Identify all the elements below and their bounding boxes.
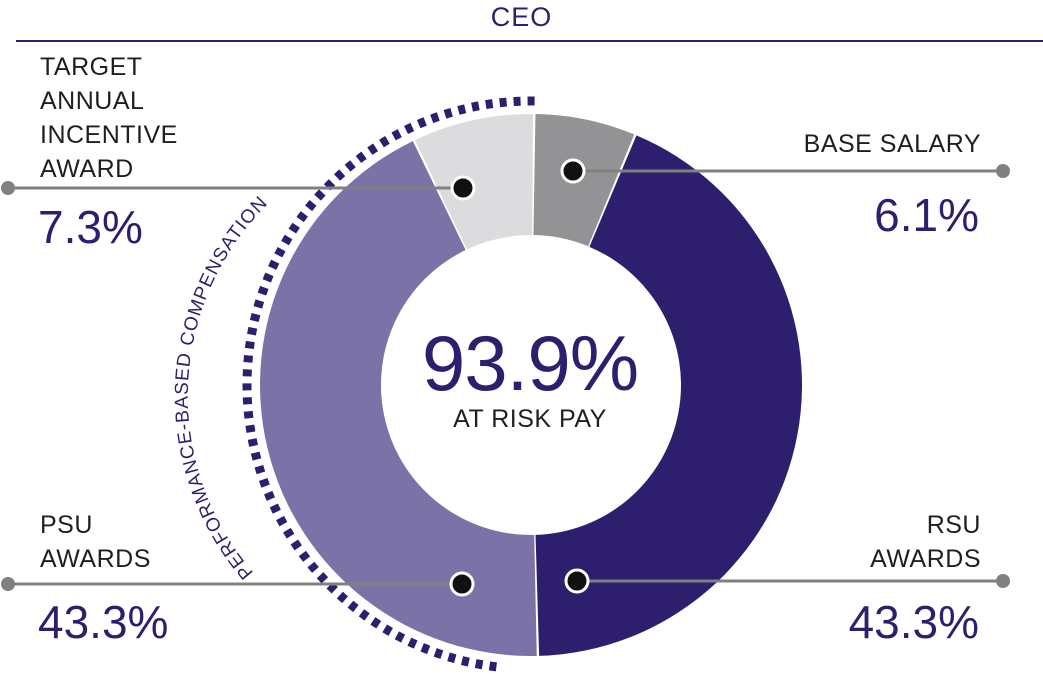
label-target-line1: TARGET: [40, 53, 143, 81]
value-target-annual-incentive: 7.3%: [38, 201, 143, 253]
label-psu-line2: AWARDS: [40, 545, 151, 573]
label-rsu-awards: RSU AWARDS: [870, 508, 981, 576]
center-label: AT RISK PAY: [453, 405, 607, 433]
leader-target-annual-anchor-dot: [450, 175, 476, 201]
leader-psu-awards-end-dot: [1, 577, 15, 591]
leader-rsu-awards-end-dot: [996, 574, 1010, 588]
value-rsu-awards: 43.3%: [848, 596, 979, 648]
leader-target-annual-end-dot: [1, 181, 15, 195]
performance-arc-label: PERFORMANCE-BASED COMPENSATION: [172, 192, 272, 583]
leader-psu-awards-anchor-dot: [449, 571, 475, 597]
chart-title: CEO: [490, 2, 553, 32]
leader-base-salary-anchor-dot: [560, 158, 586, 184]
donut-slices: [259, 114, 802, 657]
center-value: 93.9%: [421, 319, 639, 407]
label-rsu-line2: AWARDS: [870, 545, 981, 573]
label-target-line3: INCENTIVE: [40, 121, 178, 149]
value-psu-awards: 43.3%: [38, 596, 169, 648]
slice-target-annual-incentive: [415, 114, 534, 250]
dashed-arc: [242, 96, 542, 672]
slice-rsu-awards: [535, 135, 802, 656]
value-base-salary: 6.1%: [874, 189, 979, 241]
title-rule: [16, 40, 1043, 42]
label-target-line4: AWARD: [40, 155, 134, 183]
slice-psu-awards: [259, 141, 537, 657]
leader-lines: [1, 158, 1010, 597]
leader-rsu-awards-anchor-dot: [564, 568, 590, 594]
label-base-salary: BASE SALARY: [803, 130, 981, 158]
label-target-annual-incentive: TARGET ANNUAL INCENTIVE AWARD: [40, 50, 178, 186]
label-target-line2: ANNUAL: [40, 87, 145, 115]
label-rsu-line1: RSU: [926, 511, 981, 539]
label-psu-awards: PSU AWARDS: [40, 508, 151, 576]
slice-base-salary: [533, 114, 635, 247]
label-psu-line1: PSU: [40, 511, 93, 539]
leader-base-salary-end-dot: [996, 164, 1010, 178]
performance-dashed-arc: [242, 96, 542, 672]
